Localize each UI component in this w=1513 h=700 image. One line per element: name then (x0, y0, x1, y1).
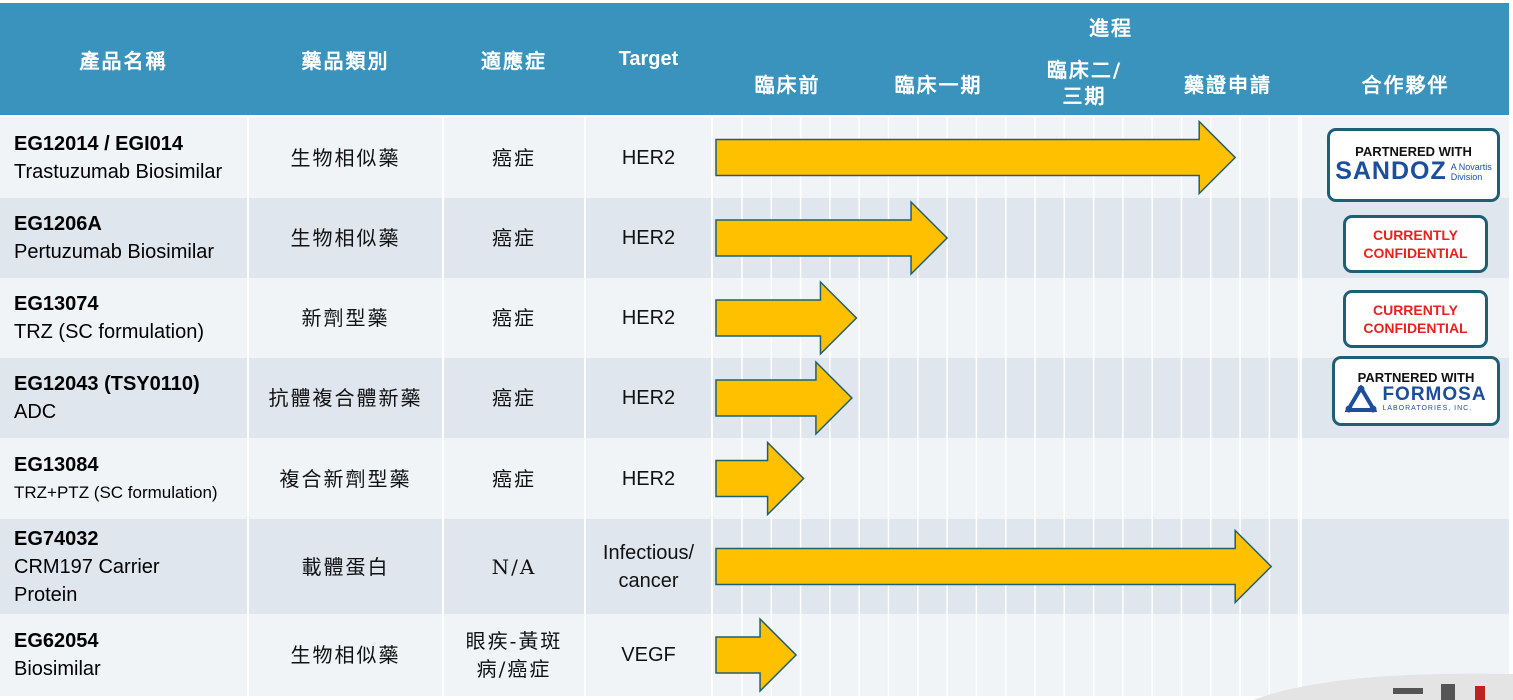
table-row-indication: 癌症 (444, 438, 584, 519)
product-code: EG13074 (14, 293, 99, 315)
product-code: EG13084 (14, 453, 99, 476)
header-drug-category: 藥品類別 (249, 3, 442, 115)
table-row-category: 抗體複合體新藥 (249, 358, 442, 438)
table-row-indication: 癌症 (444, 278, 584, 358)
table-row-category: 新劑型藥 (249, 278, 442, 358)
product-code: EG1206A (14, 213, 102, 235)
table-row-category: 複合新劑型藥 (249, 438, 442, 519)
column-divider (247, 117, 249, 696)
confidential-line2: CONFIDENTIAL (1363, 320, 1468, 336)
decorative-corner-logo (1253, 673, 1513, 700)
table-row-indication: 癌症 (444, 198, 584, 278)
column-divider (1300, 117, 1302, 696)
header-phase-nda: 藥證申請 (1156, 51, 1300, 115)
target: HER2 (621, 146, 676, 169)
drug-category: 複合新劑型藥 (279, 466, 412, 491)
formosa-wordmark: FORMOSA (1382, 384, 1487, 405)
indication: 癌症 (492, 386, 536, 410)
table-row-indication: 癌症 (444, 117, 584, 198)
table-row-target: HER2 (586, 278, 711, 358)
target: HER2 (621, 387, 676, 409)
table-row-product: EG12043 (TSY0110) ADC (0, 358, 247, 438)
column-divider (584, 117, 586, 696)
header-progress: 進程 (713, 3, 1509, 49)
drug-category: 新劑型藥 (301, 306, 390, 330)
drug-category: 生物相似藥 (290, 145, 401, 170)
confidential-line1: CURRENTLY (1372, 227, 1459, 243)
formosa-subtitle: LABORATORIES, INC. (1382, 405, 1473, 412)
table-row-indication: N/A (444, 519, 584, 614)
product-code: EG62054 (14, 630, 99, 652)
drug-category: 生物相似藥 (290, 643, 401, 667)
product-description: Trastuzumab Biosimilar (14, 160, 223, 183)
product-code: EG74032 (14, 527, 99, 550)
table-row-product: EG62054 Biosimilar (0, 614, 247, 696)
table-row-target: HER2 (586, 117, 711, 198)
table-row-product: EG13084 TRZ+PTZ (SC formulation) (0, 438, 247, 519)
table-row-category: 生物相似藥 (249, 614, 442, 696)
product-code: EG12043 (TSY0110) (14, 373, 200, 395)
table-row-category: 生物相似藥 (249, 198, 442, 278)
sandoz-subtitle: A Novartis Division (1450, 161, 1492, 182)
target: VEGF (621, 644, 676, 666)
table-row-product: EG12014 / EGI014 Trastuzumab Biosimilar (0, 117, 247, 198)
indication: 癌症 (492, 466, 536, 491)
drug-category: 載體蛋白 (301, 554, 390, 579)
product-code: EG12014 / EGI014 (14, 132, 184, 155)
partner-badge-sandoz: PARTNERED WITH SANDOZ A Novartis Divisio… (1327, 128, 1500, 202)
target: HER2 (621, 467, 676, 490)
partnered-with-label: PARTNERED WITH (1355, 144, 1472, 159)
partner-badge-formosa: PARTNERED WITH FORMOSA LABORATORIES, INC… (1332, 356, 1500, 426)
sandoz-logo: SANDOZ A Novartis Division (1335, 157, 1492, 186)
table-row-target: HER2 (586, 198, 711, 278)
column-divider (711, 117, 713, 696)
table-row-product: EG1206A Pertuzumab Biosimilar (0, 198, 247, 278)
header-phase-preclinical: 臨床前 (713, 51, 862, 115)
confidential-line2: CONFIDENTIAL (1363, 245, 1468, 261)
formosa-logo: FORMOSA LABORATORIES, INC. (1345, 384, 1487, 413)
header-target: Target (586, 3, 711, 115)
indication: 眼疾-黃斑 病/癌症 (465, 629, 563, 681)
indication: 癌症 (492, 306, 536, 330)
partnered-with-label: PARTNERED WITH (1357, 369, 1475, 385)
product-description: TRZ+PTZ (SC formulation) (14, 482, 218, 502)
indication: N/A (491, 554, 537, 579)
product-description: Biosimilar (14, 658, 101, 680)
table-row-product: EG13074 TRZ (SC formulation) (0, 278, 247, 358)
table-row-category: 生物相似藥 (249, 117, 442, 198)
product-description: CRM197 Carrier Protein (14, 555, 160, 606)
table-row-target: Infectious/ cancer (586, 519, 711, 614)
table-row-target: HER2 (586, 358, 711, 438)
header-product-name: 產品名稱 (0, 3, 247, 115)
indication: 癌症 (492, 226, 536, 250)
target: HER2 (621, 307, 676, 329)
sandoz-wordmark: SANDOZ (1335, 157, 1447, 185)
target: Infectious/ cancer (602, 541, 695, 592)
formosa-triangle-icon (1345, 384, 1378, 412)
product-description: Pertuzumab Biosimilar (14, 241, 215, 263)
target: HER2 (621, 227, 676, 249)
header-phase-1: 臨床一期 (864, 51, 1013, 115)
indication: 癌症 (492, 145, 536, 170)
drug-category: 生物相似藥 (290, 226, 401, 250)
partner-badge-confidential: CURRENTLY CONFIDENTIAL (1343, 290, 1488, 348)
header-partner: 合作夥伴 (1302, 51, 1509, 115)
table-row-target: VEGF (586, 614, 711, 696)
table-row-target: HER2 (586, 438, 711, 519)
product-description: ADC (14, 401, 57, 423)
product-description: TRZ (SC formulation) (14, 321, 205, 343)
table-row-indication: 眼疾-黃斑 病/癌症 (444, 614, 584, 696)
confidential-line1: CURRENTLY (1372, 302, 1459, 318)
column-divider (442, 117, 444, 696)
partner-badge-confidential: CURRENTLY CONFIDENTIAL (1343, 215, 1488, 273)
table-row-category: 載體蛋白 (249, 519, 442, 614)
header-phase-2-3: 臨床二/ 三期 (1015, 51, 1154, 115)
header-indication: 適應症 (444, 3, 584, 115)
drug-category: 抗體複合體新藥 (268, 386, 423, 410)
table-row-product: EG74032 CRM197 Carrier Protein (0, 519, 247, 614)
table-row-indication: 癌症 (444, 358, 584, 438)
